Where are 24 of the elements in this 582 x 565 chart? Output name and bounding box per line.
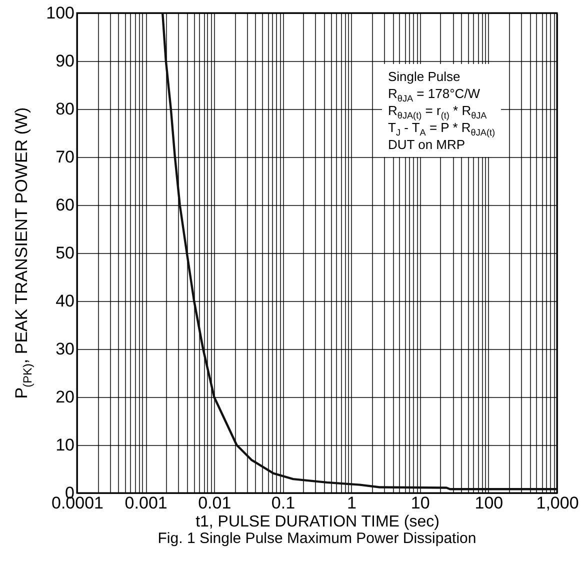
x-tick-label: 10 bbox=[410, 494, 430, 512]
x-tick-label: 0.1 bbox=[271, 494, 296, 512]
y-tick-label: 20 bbox=[56, 388, 74, 406]
y-tick-label: 30 bbox=[56, 340, 74, 358]
y-tick-label: 40 bbox=[56, 292, 74, 310]
x-axis-title: t1, PULSE DURATION TIME (sec) bbox=[196, 514, 440, 530]
annotation: T$_{J}$ - T$_{A}$ = P * R$_{θJA(t)}$ bbox=[388, 120, 496, 138]
y-tick-label: 10 bbox=[56, 436, 74, 454]
x-tick-label: 1 bbox=[347, 494, 357, 512]
y-tick-label: 100 bbox=[46, 4, 74, 22]
x-tick-label: 1,000 bbox=[536, 494, 579, 512]
annotation: R$_{θJA}$ = 178°C/W bbox=[388, 85, 482, 104]
y-tick-label: 60 bbox=[56, 196, 74, 214]
x-tick-label: 0.01 bbox=[198, 494, 232, 512]
y-tick-label: 90 bbox=[56, 52, 74, 70]
annotation: Single Pulse bbox=[388, 68, 462, 85]
x-tick-label: 0.001 bbox=[124, 494, 168, 512]
y-tick-label: 70 bbox=[56, 148, 74, 166]
text: Fig. 1 Single Pulse Maximum Power Dissipation bbox=[158, 530, 476, 547]
x-tick-label: 100 bbox=[474, 494, 504, 512]
y-tick-label: 80 bbox=[56, 100, 74, 118]
y-tick-label: 50 bbox=[56, 244, 74, 262]
annotation: R$_{θJA(t)}$ = r$_{(t)}$ * R$_{θJA}$ bbox=[388, 102, 488, 121]
annotation: DUT on MRP bbox=[388, 136, 466, 153]
